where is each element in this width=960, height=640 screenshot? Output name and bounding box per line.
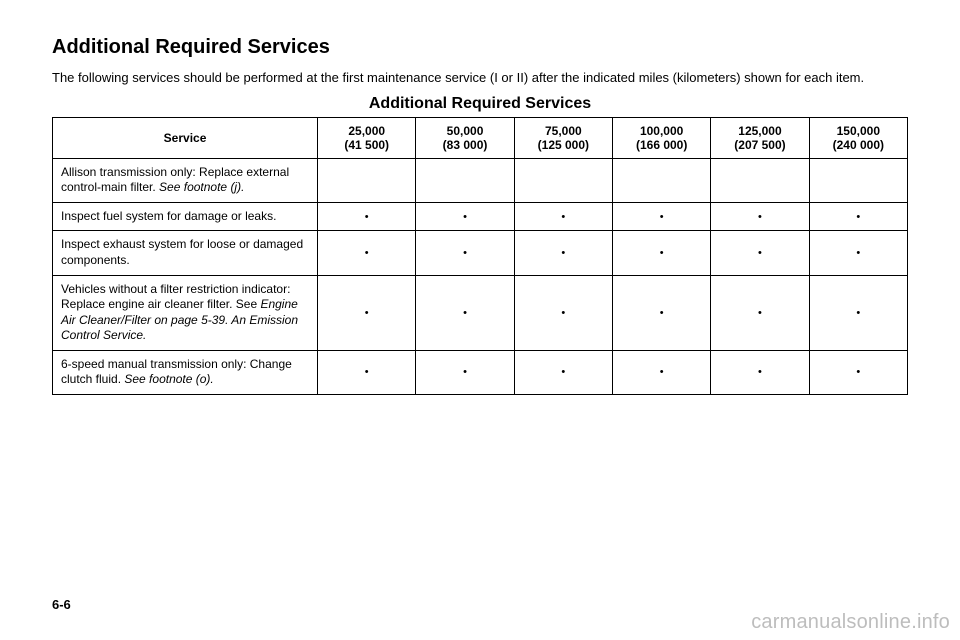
col-header-mileage: 50,000 (83 000) <box>416 117 514 158</box>
mark-cell <box>711 158 809 202</box>
mileage-bottom: (125 000) <box>538 138 589 152</box>
page-number: 6-6 <box>52 597 71 612</box>
mileage-top: 150,000 <box>837 124 880 138</box>
table-row: Inspect exhaust system for loose or dama… <box>53 231 908 275</box>
mileage-top: 100,000 <box>640 124 683 138</box>
mileage-bottom: (83 000) <box>443 138 488 152</box>
mileage-bottom: (240 000) <box>833 138 884 152</box>
mark-cell: • <box>711 202 809 231</box>
mark-cell <box>416 158 514 202</box>
mark-cell: • <box>711 350 809 394</box>
mark-cell: • <box>318 350 416 394</box>
mark-cell <box>613 158 711 202</box>
col-header-service: Service <box>53 117 318 158</box>
mark-cell: • <box>318 202 416 231</box>
services-table: Service 25,000 (41 500) 50,000 (83 000) … <box>52 117 908 396</box>
service-text: Inspect fuel system for damage or leaks. <box>61 209 276 223</box>
mark-cell: • <box>318 275 416 350</box>
mileage-bottom: (41 500) <box>344 138 389 152</box>
mark-cell: • <box>514 350 612 394</box>
mark-cell: • <box>416 231 514 275</box>
mark-cell: • <box>416 350 514 394</box>
mark-cell: • <box>514 231 612 275</box>
table-title: Additional Required Services <box>52 95 908 113</box>
service-cell: Vehicles without a filter restriction in… <box>53 275 318 350</box>
manual-page: Additional Required Services The followi… <box>0 0 960 640</box>
mark-cell: • <box>318 231 416 275</box>
service-cell: 6-speed manual transmission only: Change… <box>53 350 318 394</box>
mark-cell: • <box>514 275 612 350</box>
col-header-mileage: 125,000 (207 500) <box>711 117 809 158</box>
mark-cell: • <box>514 202 612 231</box>
mileage-top: 75,000 <box>545 124 582 138</box>
mileage-bottom: (166 000) <box>636 138 687 152</box>
mark-cell: • <box>613 202 711 231</box>
mark-cell: • <box>613 231 711 275</box>
mark-cell: • <box>416 202 514 231</box>
intro-paragraph: The following services should be perform… <box>52 69 908 87</box>
col-header-mileage: 150,000 (240 000) <box>809 117 907 158</box>
service-cell: Inspect fuel system for damage or leaks. <box>53 202 318 231</box>
service-text: See footnote (o). <box>124 372 213 386</box>
table-row: Inspect fuel system for damage or leaks.… <box>53 202 908 231</box>
service-text: Inspect exhaust system for loose or dama… <box>61 237 303 267</box>
mark-cell: • <box>613 350 711 394</box>
col-header-mileage: 25,000 (41 500) <box>318 117 416 158</box>
mark-cell: • <box>613 275 711 350</box>
mileage-top: 50,000 <box>447 124 484 138</box>
table-header-row: Service 25,000 (41 500) 50,000 (83 000) … <box>53 117 908 158</box>
mark-cell <box>809 158 907 202</box>
service-cell: Allison transmission only: Replace exter… <box>53 158 318 202</box>
service-cell: Inspect exhaust system for loose or dama… <box>53 231 318 275</box>
service-text: Vehicles without a filter restriction in… <box>61 282 290 312</box>
page-heading: Additional Required Services <box>52 36 908 59</box>
mark-cell <box>318 158 416 202</box>
table-row: 6-speed manual transmission only: Change… <box>53 350 908 394</box>
table-row: Allison transmission only: Replace exter… <box>53 158 908 202</box>
table-row: Vehicles without a filter restriction in… <box>53 275 908 350</box>
mark-cell: • <box>711 275 809 350</box>
mark-cell: • <box>711 231 809 275</box>
mileage-top: 125,000 <box>738 124 781 138</box>
mark-cell <box>514 158 612 202</box>
watermark-text: carmanualsonline.info <box>751 611 950 634</box>
mark-cell: • <box>809 202 907 231</box>
mark-cell: • <box>809 231 907 275</box>
mileage-bottom: (207 500) <box>734 138 785 152</box>
col-header-mileage: 100,000 (166 000) <box>613 117 711 158</box>
mark-cell: • <box>809 275 907 350</box>
mark-cell: • <box>416 275 514 350</box>
service-text: See footnote (j). <box>159 180 244 194</box>
table-body: Allison transmission only: Replace exter… <box>53 158 908 395</box>
mark-cell: • <box>809 350 907 394</box>
col-header-mileage: 75,000 (125 000) <box>514 117 612 158</box>
mileage-top: 25,000 <box>348 124 385 138</box>
